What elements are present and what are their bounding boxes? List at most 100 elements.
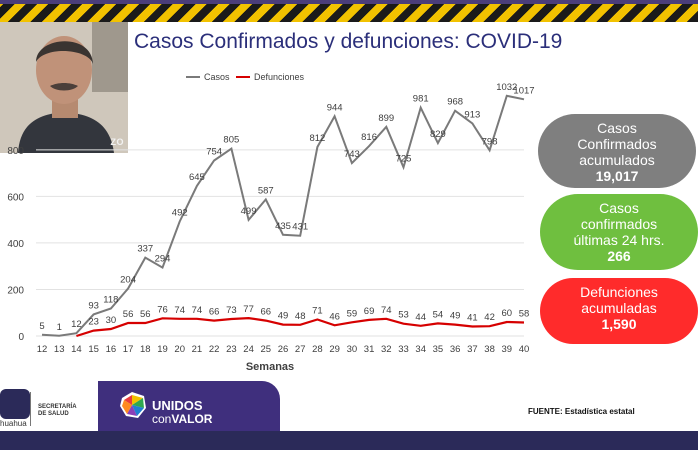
x-tick-label: 34 — [415, 344, 426, 355]
data-label: 1 — [57, 322, 62, 333]
deaths-value: 1,590 — [601, 316, 637, 332]
y-tick-label: 0 — [18, 332, 24, 343]
secretaria-salud-logo: SECRETARÍA DE SALUD — [38, 404, 77, 418]
x-tick-label: 31 — [364, 344, 375, 355]
data-label: 816 — [361, 132, 377, 143]
data-label: 805 — [223, 135, 239, 146]
data-label: 812 — [309, 133, 325, 144]
data-label: 48 — [295, 311, 306, 322]
last24-line1: Casos — [599, 200, 639, 216]
x-tick-label: 28 — [312, 344, 323, 355]
webcam-label: ZO — [110, 137, 124, 147]
top-color-band — [0, 0, 698, 4]
state-name: huahua — [0, 419, 27, 428]
last24-cases-badge: Casos confirmados últimas 24 hrs. 266 — [540, 194, 698, 270]
x-tick-label: 14 — [71, 344, 82, 355]
source-note: FUENTE: Estadística estatal — [528, 407, 635, 416]
footer-divider — [30, 392, 31, 426]
legend: Casos Defunciones — [186, 72, 305, 82]
x-tick-label: 25 — [260, 344, 271, 355]
deaths-line1: Defunciones — [580, 284, 658, 300]
data-label: 798 — [482, 136, 498, 147]
unidos-text: UNIDOS — [152, 398, 203, 413]
data-label: 913 — [464, 110, 480, 121]
data-label: 1017 — [513, 85, 534, 96]
data-label: 77 — [243, 304, 254, 315]
data-label: 58 — [519, 309, 530, 320]
data-label: 743 — [344, 149, 360, 160]
x-tick-label: 27 — [295, 344, 306, 355]
series-line-casos — [41, 94, 525, 337]
accumulated-cases-badge: Casos Confirmados acumulados 19,017 — [538, 114, 696, 188]
data-label: 5 — [39, 321, 44, 332]
unidos-con-valor-icon — [120, 392, 146, 418]
y-tick-label: 200 — [7, 285, 24, 296]
data-label: 44 — [415, 312, 426, 323]
data-label: 12 — [71, 319, 82, 330]
data-label: 981 — [413, 94, 429, 105]
x-axis-ticks: 12 13 14 15 16 17 18 19 20 21 22 23 24 25 26 27 28 29 30 31… — [37, 344, 530, 355]
secretaria-line1: SECRETARÍA — [38, 404, 77, 410]
data-label: 435 — [275, 221, 291, 232]
data-label: 74 — [174, 305, 185, 316]
data-label: 30 — [106, 315, 117, 326]
data-label: 899 — [378, 113, 394, 124]
chart-title: Casos Confirmados y defunciones: COVID-1… — [134, 30, 563, 53]
y-axis-ticks: 0 200 400 600 800 — [7, 146, 24, 343]
series-lines — [41, 94, 525, 338]
data-label: 204 — [120, 275, 136, 286]
data-label: 118 — [103, 295, 118, 306]
x-tick-label: 21 — [192, 344, 203, 355]
legend-label: Casos — [204, 72, 230, 82]
series-line-defunciones — [76, 316, 525, 338]
data-label: 754 — [206, 147, 222, 158]
data-label: 49 — [278, 311, 289, 322]
data-label: 725 — [396, 153, 412, 164]
data-label: 73 — [226, 305, 237, 316]
x-tick-label: 33 — [398, 344, 409, 355]
accumulated-deaths-badge: Defunciones acumuladas 1,590 — [540, 278, 698, 344]
con-text: con — [152, 412, 172, 426]
x-tick-label: 39 — [501, 344, 512, 355]
data-label: 46 — [329, 311, 340, 322]
accumulated-cases-line3: acumulados — [579, 152, 655, 168]
x-tick-label: 30 — [347, 344, 358, 355]
webcam-feed: ZO — [0, 22, 128, 153]
x-tick-label: 24 — [243, 344, 254, 355]
x-tick-label: 26 — [278, 344, 289, 355]
grid-lines — [36, 149, 524, 337]
accumulated-cases-line1: Casos — [597, 120, 637, 136]
data-label: 499 — [241, 206, 257, 217]
data-label: 41 — [467, 312, 478, 323]
data-label: 76 — [157, 304, 168, 315]
x-tick-label: 36 — [450, 344, 461, 355]
x-tick-label: 20 — [174, 344, 185, 355]
data-label: 93 — [88, 300, 99, 311]
data-label: 49 — [450, 311, 461, 322]
data-label: 968 — [447, 97, 463, 108]
data-label: 74 — [381, 305, 392, 316]
last24-line3: últimas 24 hrs. — [573, 232, 665, 248]
x-tick-label: 23 — [226, 344, 237, 355]
deaths-line2: acumuladas — [581, 300, 657, 316]
x-tick-label: 13 — [54, 344, 65, 355]
data-label: 56 — [123, 309, 134, 320]
data-label: 60 — [501, 308, 512, 319]
data-label: 59 — [347, 308, 358, 319]
data-label: 54 — [433, 309, 444, 320]
x-tick-label: 18 — [140, 344, 151, 355]
x-tick-label: 40 — [519, 344, 530, 355]
data-label: 645 — [189, 172, 205, 183]
last24-value: 266 — [607, 248, 631, 264]
last24-line2: confirmados — [580, 216, 658, 232]
data-label: 829 — [430, 129, 446, 140]
bottom-band — [0, 431, 698, 450]
data-label: 71 — [312, 305, 323, 316]
data-label: 66 — [260, 307, 271, 318]
secretaria-line2: DE SALUD — [38, 411, 69, 417]
y-tick-label: 800 — [7, 146, 24, 157]
valor-text: VALOR — [171, 412, 213, 426]
y-tick-label: 600 — [7, 192, 24, 203]
state-seal-icon — [0, 389, 30, 419]
